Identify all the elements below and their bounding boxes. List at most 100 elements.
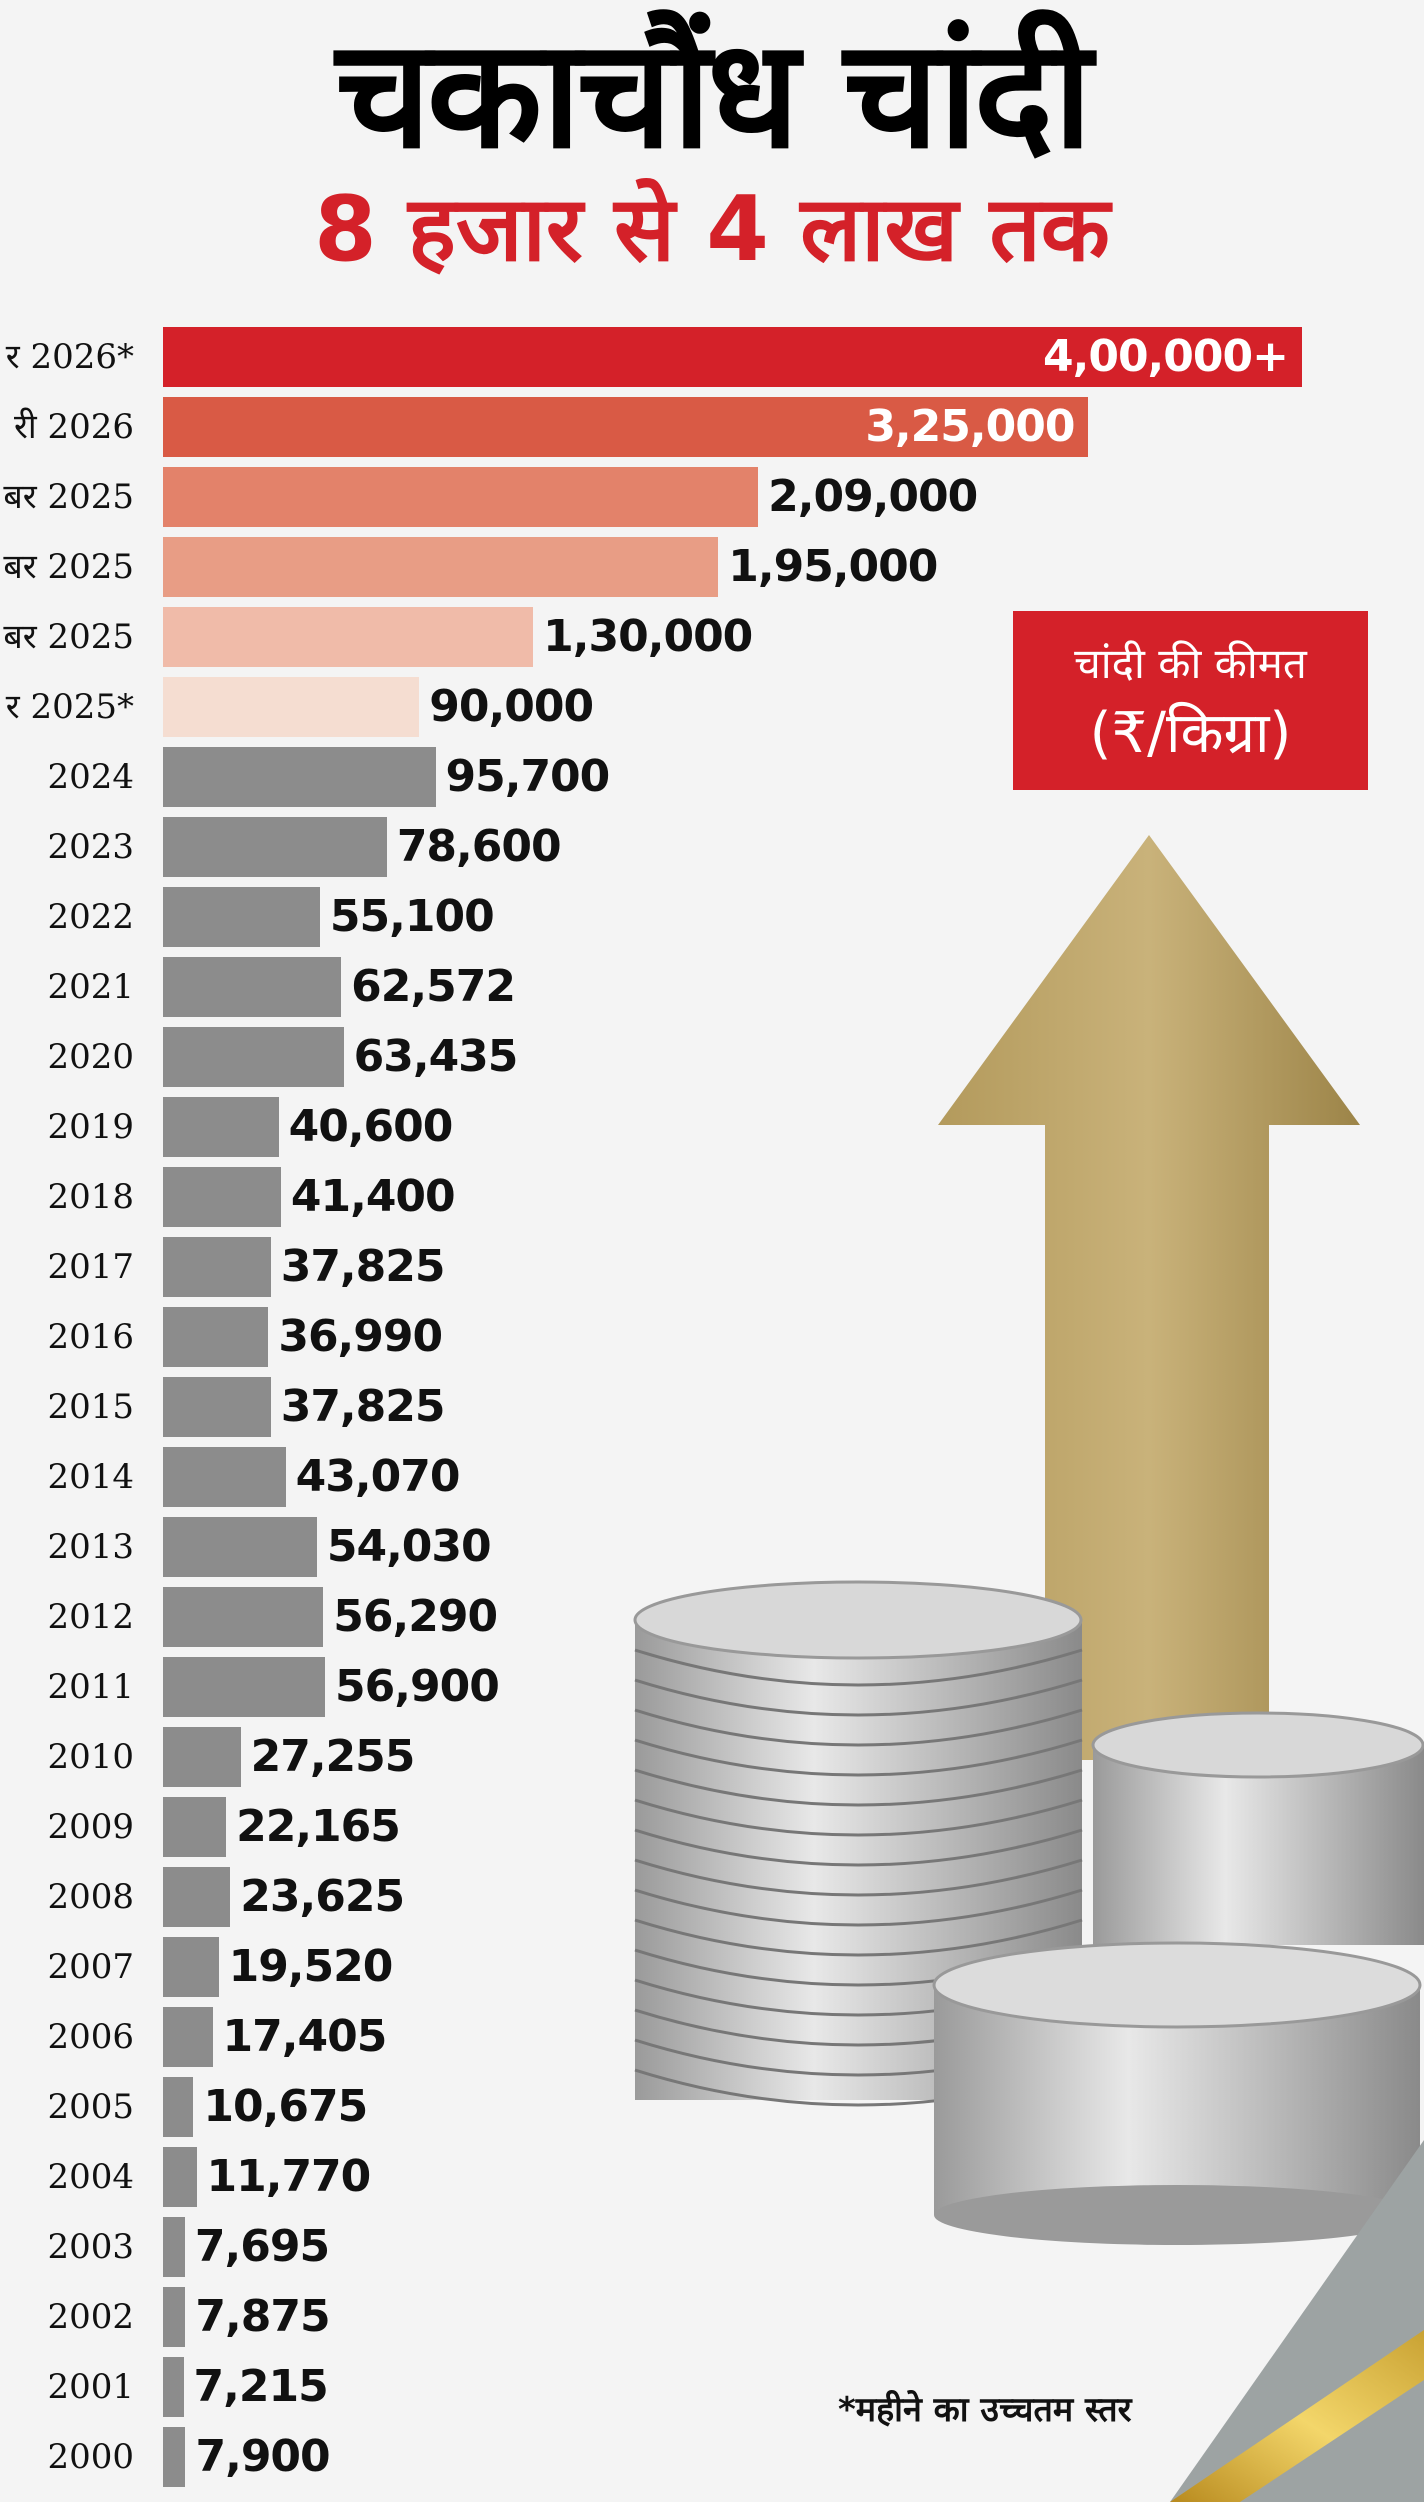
- bar: [163, 2427, 186, 2487]
- corner-gold-band: [1170, 2330, 1424, 2502]
- bar: [163, 1027, 344, 1087]
- bar: [163, 537, 719, 597]
- bar: [163, 747, 436, 807]
- bar: [163, 1307, 269, 1367]
- coin-edge: [634, 1888, 1083, 1927]
- bar: [163, 677, 420, 737]
- coin-edge: [634, 1648, 1083, 1687]
- value-label: 23,625: [240, 1871, 405, 1922]
- coin-edge: [634, 1828, 1083, 1867]
- category-label: 2014: [47, 1457, 134, 1497]
- bar: [163, 1727, 241, 1787]
- value-label: 78,600: [396, 821, 562, 872]
- category-label: 2000: [47, 2437, 134, 2477]
- category-label: 2022: [47, 897, 134, 937]
- value-label: 37,825: [280, 1381, 446, 1432]
- value-label: 7,875: [195, 2291, 330, 2342]
- up-arrow-icon: [938, 835, 1360, 1760]
- category-label: र 2026*: [5, 337, 134, 377]
- category-label: बर 2025: [3, 547, 134, 587]
- value-label: 2,09,000: [768, 471, 978, 522]
- bar: [163, 2007, 213, 2067]
- bar: [163, 2287, 186, 2347]
- category-label: बर 2025: [3, 477, 134, 517]
- page-subtitle: 8 हजार से 4 लाख तक: [314, 177, 1110, 282]
- bar: [163, 1937, 219, 1997]
- value-label: 7,900: [195, 2431, 330, 2482]
- value-label: 37,825: [280, 1241, 446, 1292]
- bar: [163, 887, 320, 947]
- value-label: 56,900: [335, 1661, 500, 1712]
- category-label: 2018: [47, 1177, 134, 1217]
- bar: [163, 1657, 326, 1717]
- category-label: 2010: [47, 1737, 134, 1777]
- category-label: 2007: [47, 1947, 134, 1987]
- value-label: 1,95,000: [728, 541, 938, 592]
- category-label: 2004: [47, 2157, 134, 2197]
- category-label: री 2026: [13, 407, 134, 447]
- value-label: 1,30,000: [543, 611, 753, 662]
- category-label: 2005: [47, 2087, 134, 2127]
- bar: [163, 817, 387, 877]
- value-label: 41,400: [290, 1171, 456, 1222]
- coin-stack-front: [932, 1941, 1422, 2245]
- category-label: 2013: [47, 1527, 134, 1567]
- bar: [163, 2077, 194, 2137]
- bar: [163, 2357, 184, 2417]
- legend-line-1: चांदी की कीमत: [1074, 639, 1307, 688]
- bar: [163, 2217, 185, 2277]
- coin-edge: [634, 1678, 1083, 1717]
- category-label: 2023: [47, 827, 134, 867]
- footnote: *महीने का उच्चतम स्तर: [838, 2390, 1132, 2430]
- coin-edge: [634, 1768, 1083, 1807]
- bar: [163, 1167, 281, 1227]
- bar: [163, 607, 534, 667]
- category-label: 2009: [47, 1807, 134, 1847]
- bar: [163, 1517, 317, 1577]
- unit-legend-box: चांदी की कीमत (₹/किग्रा): [1013, 611, 1368, 790]
- category-label: 2024: [47, 757, 134, 797]
- category-label: 2012: [47, 1597, 134, 1637]
- value-label: 7,215: [193, 2361, 329, 2412]
- bar: [163, 1237, 271, 1297]
- value-label: 63,435: [353, 1031, 519, 1082]
- bar: [163, 957, 342, 1017]
- coin-edge: [634, 1708, 1083, 1747]
- category-label: 2019: [47, 1107, 134, 1147]
- value-label: 10,675: [203, 2081, 368, 2132]
- coin-edge: [634, 1918, 1083, 1957]
- bar: [163, 467, 759, 527]
- value-label: 95,700: [445, 751, 611, 802]
- coin-edge: [634, 1798, 1083, 1837]
- value-label: 36,990: [278, 1311, 443, 1362]
- bar: [163, 1867, 231, 1927]
- value-label: 62,572: [351, 961, 516, 1012]
- coin-edge: [634, 1738, 1083, 1777]
- category-label: 2020: [47, 1037, 134, 1077]
- value-label: 4,00,000+: [1043, 331, 1289, 382]
- category-label: 2015: [47, 1387, 134, 1427]
- category-label: 2003: [47, 2227, 134, 2267]
- value-label: 43,070: [295, 1451, 461, 1502]
- bar: [163, 397, 1089, 457]
- bar: [163, 1097, 279, 1157]
- coin-edge: [634, 1858, 1083, 1897]
- legend-line-2: (₹/किग्रा): [1089, 701, 1292, 766]
- category-label: 2011: [47, 1667, 134, 1707]
- value-label: 3,25,000: [865, 401, 1075, 452]
- value-label: 90,000: [429, 681, 594, 732]
- bar: [163, 1797, 227, 1857]
- category-label: 2006: [47, 2017, 134, 2057]
- bar: [163, 327, 1302, 387]
- category-label: 2017: [47, 1247, 134, 1287]
- bar: [163, 1447, 286, 1507]
- value-label: 11,770: [206, 2151, 372, 2202]
- value-label: 19,520: [228, 1941, 394, 1992]
- bar: [163, 1377, 271, 1437]
- category-label: 2002: [47, 2297, 134, 2337]
- value-label: 40,600: [288, 1101, 454, 1152]
- value-label: 54,030: [326, 1521, 492, 1572]
- page-title: चकाचौंध चांदी: [335, 8, 1092, 182]
- bar: [163, 1587, 324, 1647]
